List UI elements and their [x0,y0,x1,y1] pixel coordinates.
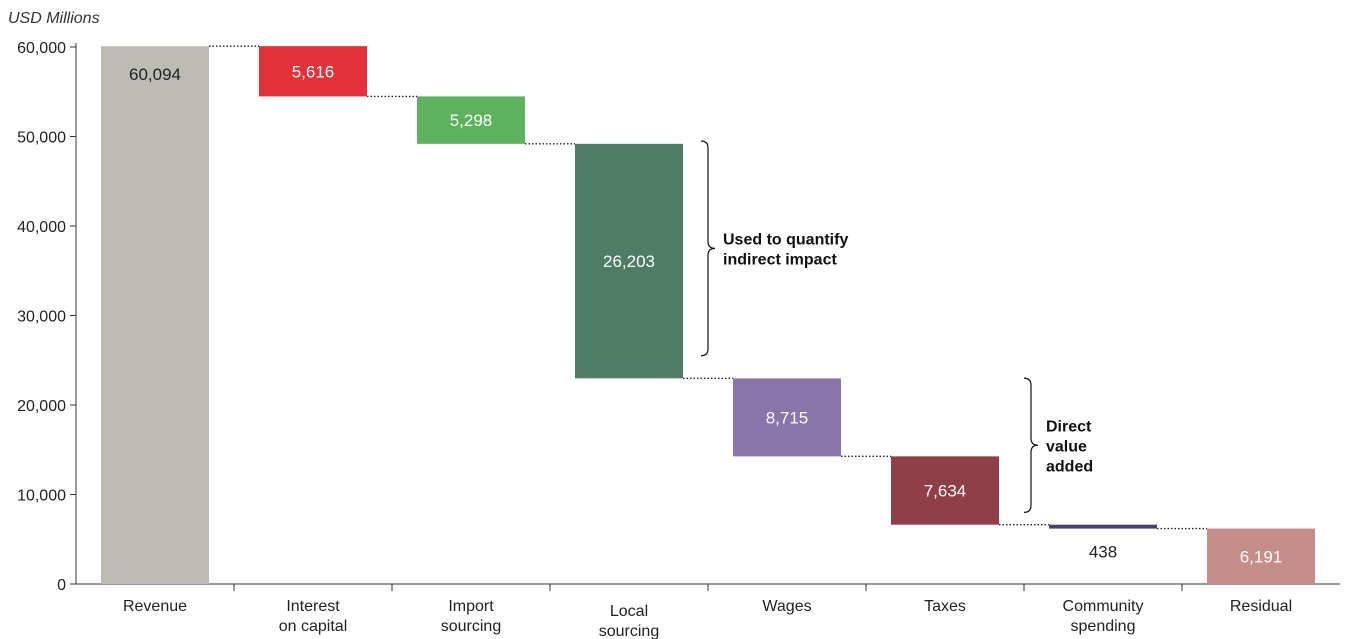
data-label: 60,094 [129,65,181,84]
annotation-label: added [1046,458,1093,475]
data-label: 5,616 [292,62,335,81]
brace-annotation [1023,377,1039,513]
x-category-label: Interest [286,598,340,615]
x-category-label: Import [448,598,494,615]
y-tick-label: 0 [57,577,66,594]
x-category-label: Taxes [924,598,966,615]
y-tick-label: 50,000 [17,130,66,147]
annotation-label: value [1046,438,1087,455]
annotation-label: indirect impact [723,251,837,268]
x-category-label: Local [610,603,648,620]
bar [1049,524,1157,529]
bar [733,378,841,457]
bar [891,456,999,525]
bar [259,46,367,97]
data-label: 7,634 [924,482,967,501]
bar [101,46,209,585]
x-category-label: Wages [762,598,811,615]
data-label: 5,298 [450,111,493,130]
x-category-label: on capital [279,618,348,635]
bar [417,96,525,144]
y-tick-label: 10,000 [17,488,66,505]
data-label: 26,203 [603,252,655,271]
data-label: 438 [1089,543,1117,562]
data-label: 8,715 [766,408,809,427]
x-category-label: Revenue [123,598,187,615]
annotation-label: Direct [1046,418,1092,435]
annotation-label: Used to quantify [723,231,848,248]
y-tick-label: 30,000 [17,309,66,326]
brace-annotation [700,140,716,357]
unit-label: USD Millions [8,10,100,27]
x-category-label: Community [1063,598,1144,615]
bar [1207,528,1315,584]
y-tick-label: 20,000 [17,398,66,415]
bar [575,143,683,379]
data-label: 6,191 [1240,547,1283,566]
x-category-label: sourcing [441,618,501,635]
y-tick-label: 40,000 [17,219,66,236]
y-tick-label: 60,000 [17,40,66,57]
x-category-label: Residual [1230,598,1292,615]
x-category-label: sourcing [599,623,659,639]
x-category-label: spending [1071,618,1136,635]
